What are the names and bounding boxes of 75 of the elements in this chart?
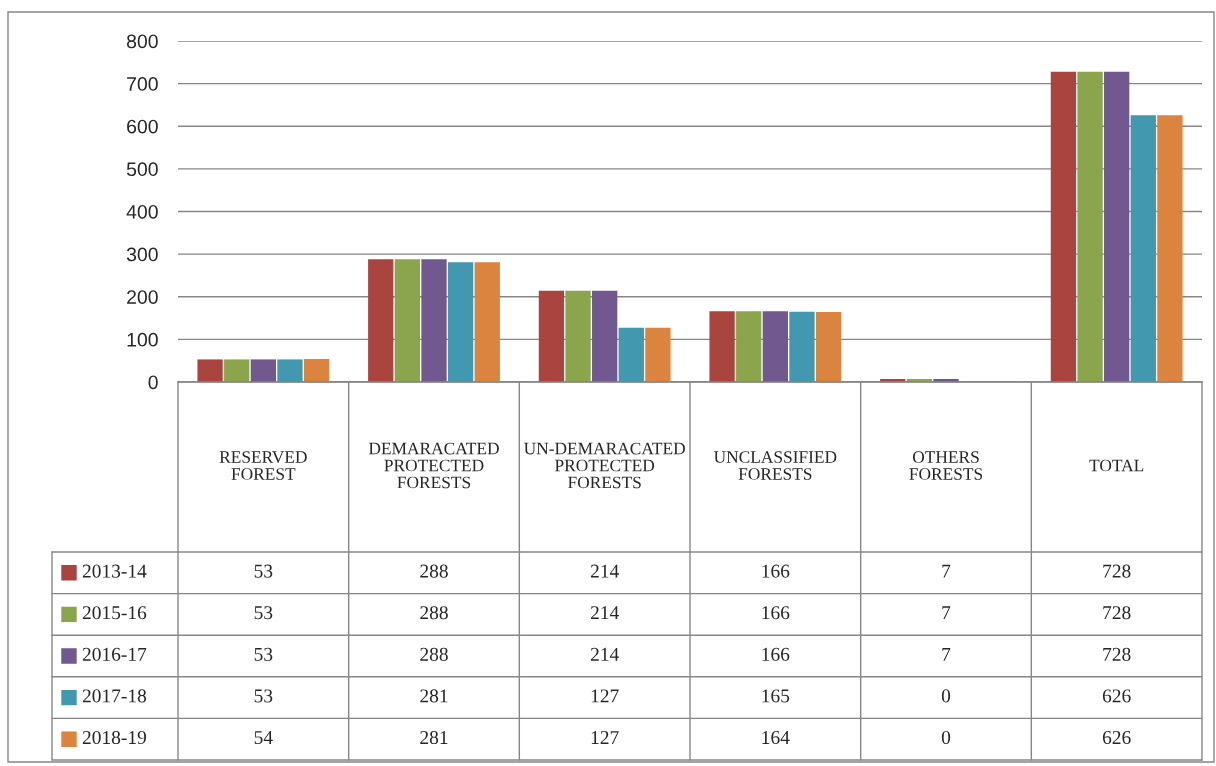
- y-tick-label: 200: [127, 290, 158, 304]
- data-label: 0: [941, 730, 951, 745]
- data-label: 214: [590, 606, 619, 620]
- bar: [1077, 71, 1103, 382]
- x-tick-label: TOTAL: [1089, 459, 1144, 472]
- data-label: 626: [1102, 689, 1131, 703]
- data-label: 54: [254, 731, 273, 745]
- bar: [224, 359, 250, 382]
- y-tick-label: 600: [127, 119, 158, 134]
- x-tick-label: RESERVED FOREST: [219, 451, 307, 480]
- bar: [1130, 115, 1156, 382]
- legend-label: 2016-17: [82, 647, 147, 661]
- legend-label: 2017-18: [82, 689, 147, 703]
- data-label: 214: [590, 647, 619, 661]
- bar: [1050, 71, 1077, 382]
- data-label: 728: [1103, 606, 1131, 620]
- data-label: 288: [420, 564, 448, 578]
- data-label: 7: [942, 564, 951, 578]
- bar: [394, 259, 421, 382]
- data-label: 164: [762, 731, 790, 745]
- legend-label: 2018-19: [82, 730, 147, 745]
- x-tick-label: UN-DEMARACATED PROTECTED FORESTS: [524, 442, 685, 489]
- data-label: 626: [1102, 731, 1131, 745]
- data-label: 53: [254, 564, 273, 578]
- bar: [303, 358, 330, 382]
- y-tick-label: 0: [148, 375, 158, 390]
- data-label: 166: [762, 564, 790, 578]
- bar: [815, 312, 842, 382]
- bar: [368, 259, 394, 382]
- bar: [618, 327, 644, 382]
- data-label: 166: [762, 647, 790, 661]
- data-label: 7: [942, 606, 951, 620]
- bar: [538, 290, 565, 382]
- y-tick-label: 700: [127, 77, 158, 91]
- legend-label: 2013-14: [82, 564, 147, 578]
- data-label: 214: [590, 564, 619, 578]
- bar: [421, 259, 447, 382]
- y-tick-label: 800: [126, 34, 158, 49]
- data-label: 127: [591, 731, 619, 744]
- x-tick-label: OTHERS FORESTS: [909, 451, 983, 480]
- bar: [709, 311, 735, 382]
- data-label: 53: [254, 647, 273, 661]
- bar: [592, 290, 618, 382]
- bar: [736, 311, 762, 382]
- data-label: 288: [420, 606, 448, 620]
- data-label: 0: [941, 689, 951, 703]
- y-tick-label: 300: [126, 247, 158, 262]
- data-label: 281: [420, 689, 448, 703]
- x-tick-label: UNCLASSIFIED FORESTS: [713, 451, 837, 480]
- data-label: 7: [942, 647, 951, 661]
- y-tick-label: 100: [127, 332, 158, 347]
- bar: [762, 311, 788, 382]
- bar: [565, 290, 591, 382]
- data-label: 281: [420, 730, 448, 745]
- legend-label: 2015-16: [82, 606, 147, 620]
- bar: [277, 359, 303, 382]
- data-label: 53: [254, 689, 273, 703]
- data-label: 728: [1103, 647, 1131, 661]
- data-label: 165: [762, 689, 790, 703]
- bar: [789, 311, 815, 382]
- bar: [447, 262, 474, 382]
- x-tick-label: DEMARACATED PROTECTED FORESTS: [368, 442, 499, 489]
- bar: [1157, 115, 1183, 382]
- bar: [197, 359, 223, 382]
- data-label: 166: [762, 606, 790, 620]
- data-label: 728: [1103, 564, 1131, 578]
- y-tick-label: 400: [126, 204, 158, 219]
- data-label: 127: [591, 689, 619, 703]
- bar: [1104, 71, 1130, 382]
- bar: [474, 262, 500, 382]
- data-label: 288: [420, 647, 448, 661]
- bar: [645, 327, 671, 382]
- bar: [250, 359, 276, 382]
- y-tick-label: 500: [126, 162, 158, 177]
- data-label: 53: [254, 606, 273, 620]
